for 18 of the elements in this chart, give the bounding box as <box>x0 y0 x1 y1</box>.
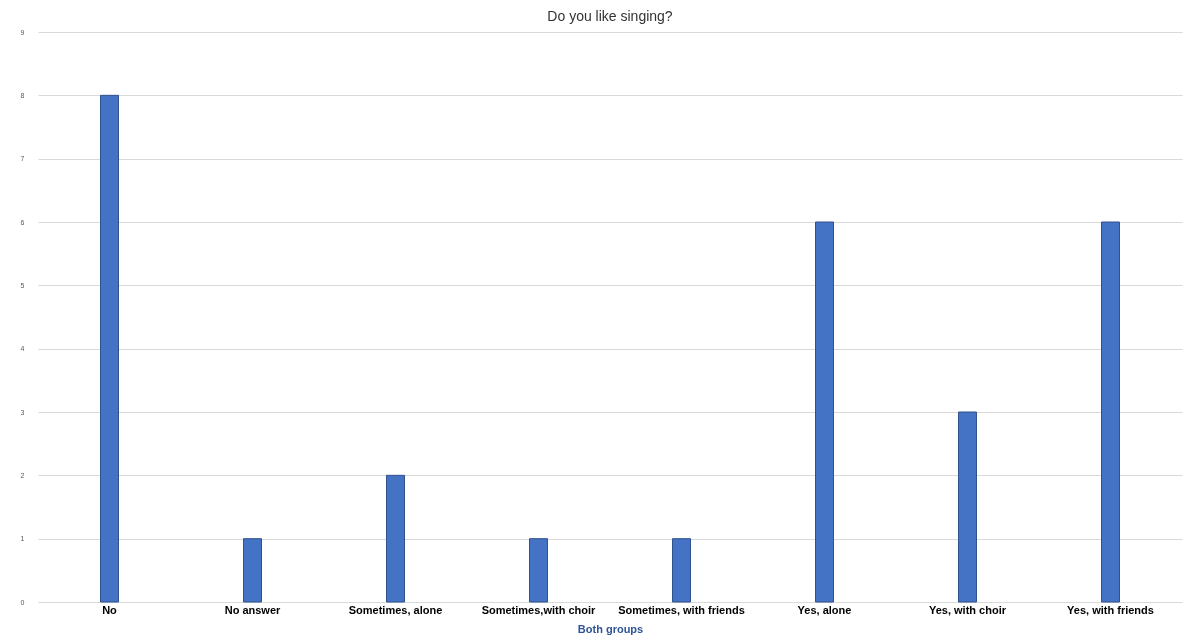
bar <box>386 474 405 603</box>
chart-title: Do you like singing? <box>547 8 673 24</box>
bar <box>672 538 691 603</box>
bar <box>1101 221 1120 603</box>
bar <box>100 94 119 603</box>
x-tick-label: Yes, with choir <box>928 603 1007 616</box>
x-tick-label: Yes, alone <box>797 603 852 616</box>
x-tick-label: Yes, with friends <box>1067 603 1154 616</box>
x-tick-label: Sometimes,with choir <box>481 603 597 616</box>
bar <box>529 538 548 603</box>
x-tick-label: Sometimes, with friends <box>618 603 745 616</box>
x-tick-label: Sometimes, alone <box>348 603 443 616</box>
x-tick-label: No answer <box>224 603 282 616</box>
bar <box>958 411 977 603</box>
bar <box>243 538 262 603</box>
x-tick-label: No <box>102 603 118 616</box>
bar <box>815 221 834 603</box>
x-axis-title: Both groups <box>577 622 644 635</box>
